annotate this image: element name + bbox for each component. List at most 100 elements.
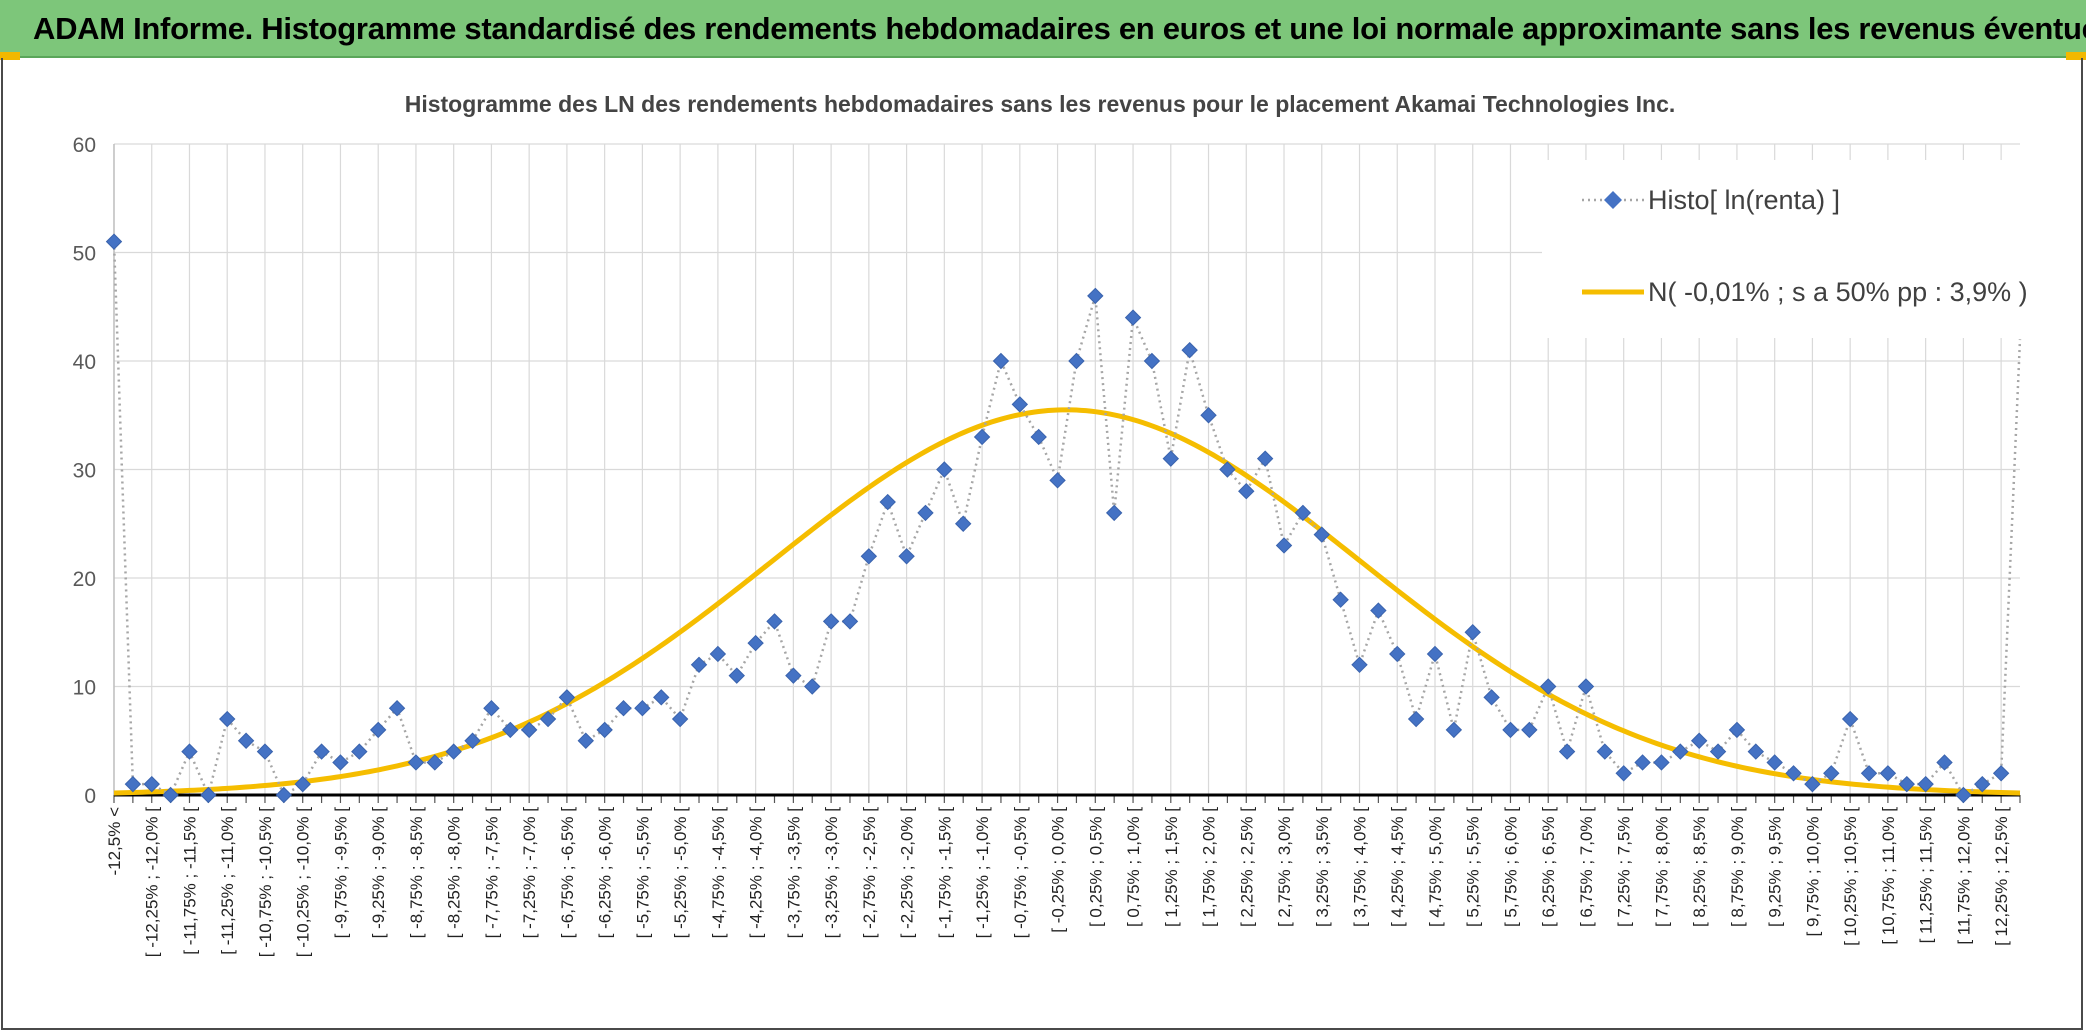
x-tick-label: [ 3,25% ; 3,5% [ — [1313, 807, 1332, 927]
histogram-point — [898, 548, 915, 565]
x-tick-label: -12,5% < — [105, 807, 124, 876]
histogram-point — [577, 732, 594, 749]
histogram-point — [426, 754, 444, 771]
histogram-point — [1917, 775, 1934, 793]
histogram-point — [407, 754, 425, 771]
histogram-point — [917, 504, 934, 522]
histogram-point — [1464, 624, 1481, 641]
histogram-point — [728, 667, 745, 684]
histogram-point — [1200, 407, 1217, 424]
histogram-point — [747, 634, 764, 652]
x-tick-label: [ -10,25% ; -10,0% [ — [294, 807, 313, 958]
legend-histo-label: Histo[ ln(renta) ] — [1648, 185, 1840, 215]
histogram-point — [1238, 482, 1255, 500]
legend-histo-marker — [1604, 191, 1622, 209]
histogram-point — [1256, 450, 1274, 467]
histogram-point — [219, 710, 236, 728]
histogram-point — [690, 656, 708, 674]
histogram-point — [1728, 721, 1746, 739]
x-tick-label: [ 6,25% ; 6,5% [ — [1539, 807, 1558, 927]
x-tick-label: [ -0,75% ; -0,5% [ — [1011, 807, 1030, 939]
histogram-point — [992, 352, 1010, 370]
histogram-point — [1992, 765, 2010, 782]
histogram-point — [1049, 472, 1066, 489]
histogram-point — [105, 233, 123, 250]
y-tick-label: 30 — [73, 460, 96, 483]
histogram-point — [973, 428, 991, 446]
x-tick-label: [ -6,25% ; -6,0% [ — [596, 807, 615, 939]
x-tick-label: [ -3,75% ; -3,5% [ — [784, 807, 803, 939]
histogram-point — [671, 710, 689, 728]
x-tick-label: [ -8,75% ; -8,5% [ — [407, 807, 426, 939]
histogram-point — [558, 689, 576, 706]
histogram-point — [1011, 396, 1029, 413]
x-tick-label: [ -1,75% ; -1,5% [ — [935, 807, 954, 939]
histogram-point — [1407, 710, 1425, 728]
histogram-point — [1540, 678, 1557, 695]
histogram-point — [162, 786, 179, 804]
y-tick-label: 50 — [73, 243, 96, 266]
histogram-point — [502, 721, 519, 739]
accent-corner-right — [2066, 52, 2086, 60]
x-tick-label: [ -6,75% ; -6,5% [ — [558, 807, 577, 939]
x-tick-label: [ -0,25% ; 0,0% [ — [1049, 807, 1068, 933]
y-tick-label: 60 — [73, 134, 96, 157]
x-tick-label: [ -9,25% ; -9,0% [ — [369, 807, 388, 939]
histogram-point — [860, 548, 878, 565]
x-tick-label: [ 9,75% ; 10,0% [ — [1803, 807, 1822, 937]
histogram-point — [1502, 721, 1519, 739]
x-tick-label: [ 6,75% ; 7,0% [ — [1577, 807, 1596, 927]
x-tick-label: [ -5,25% ; -5,0% [ — [671, 807, 690, 939]
histogram-point — [1294, 504, 1312, 522]
histogram-point — [1879, 765, 1897, 782]
histogram-point — [1030, 428, 1047, 446]
histogram-point — [1351, 656, 1368, 674]
histogram-point — [237, 732, 255, 749]
histogram-point — [388, 699, 406, 717]
x-tick-label: [ 11,25% ; 11,5% [ — [1917, 807, 1936, 944]
x-tick-label: [ 10,75% ; 11,0% [ — [1879, 807, 1898, 945]
histogram-point — [709, 645, 727, 663]
histogram-point — [785, 667, 802, 684]
histogram-point — [1181, 341, 1198, 359]
histogram-point — [294, 775, 311, 793]
histogram-point — [634, 699, 651, 717]
legend-normal-label: N( -0,01% ; s a 50% pp : 3,9% ) — [1648, 277, 2028, 307]
histogram-point — [181, 743, 198, 760]
accent-corner-left — [0, 52, 20, 60]
histogram-point — [1332, 591, 1349, 608]
histogram-point — [1483, 689, 1500, 706]
x-tick-label: [ 3,75% ; 4,0% [ — [1351, 807, 1370, 927]
x-tick-label: [ -1,25% ; -1,0% [ — [973, 807, 992, 939]
histogram-point — [256, 743, 274, 760]
report-header: ADAM Informe. Histogramme standardisé de… — [0, 0, 2086, 58]
histogram-point — [1860, 765, 1878, 782]
histogram-point — [520, 721, 538, 739]
histogram-point — [955, 515, 972, 532]
histogram-point — [615, 699, 632, 717]
histogram-point — [1955, 786, 1972, 804]
histogram-point — [1936, 754, 1953, 771]
histogram-point — [1087, 287, 1104, 305]
x-tick-label: [ 0,25% ; 0,5% [ — [1086, 807, 1105, 927]
x-tick-label: [ 5,25% ; 5,5% [ — [1464, 807, 1483, 927]
x-tick-label: [ -11,25% ; -11,0% [ — [218, 807, 237, 955]
y-tick-label: 10 — [73, 677, 96, 700]
histogram-point — [275, 786, 293, 804]
x-tick-label: [ 4,75% ; 5,0% [ — [1426, 807, 1445, 927]
histogram-point — [936, 461, 953, 478]
histogram-point — [1577, 678, 1595, 695]
report-title: ADAM Informe. Histogramme standardisé de… — [33, 11, 2086, 46]
histogram-point — [1596, 743, 1614, 760]
x-tick-label: [ 10,25% ; 10,5% [ — [1841, 807, 1860, 946]
histogram-point — [1898, 775, 1915, 793]
histogram-point — [1766, 754, 1783, 771]
chart-title: Histogramme des LN des rendements hebdom… — [405, 91, 1676, 117]
y-tick-label: 0 — [84, 785, 96, 808]
histogram-point — [1709, 743, 1727, 760]
x-tick-label: [ -2,25% ; -2,0% [ — [898, 807, 917, 939]
histogram-point — [332, 754, 349, 771]
x-tick-label: [ 4,25% ; 4,5% [ — [1388, 807, 1407, 927]
histogram-point — [1105, 504, 1123, 522]
histogram-point — [653, 689, 670, 706]
